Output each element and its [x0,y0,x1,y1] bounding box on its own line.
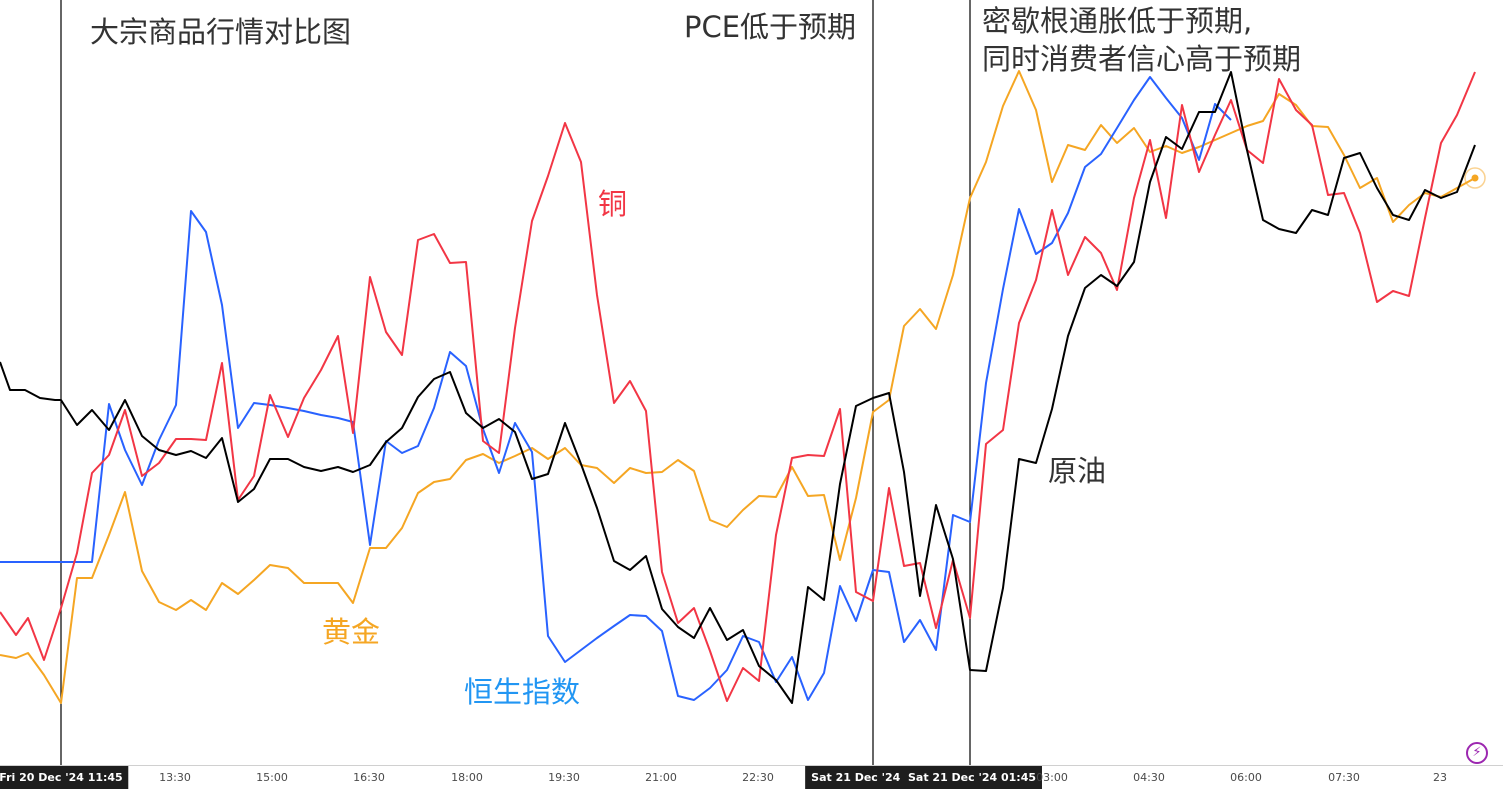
x-tick-label: Sat 21 Dec '24 0( [805,766,923,789]
x-tick-label: 06:00 [1230,771,1262,784]
series-line-3 [0,71,1476,704]
series-label-copper: 铜 [598,187,628,221]
x-tick-label: 03:00 [1036,771,1068,784]
x-tick-label: Sat 21 Dec '24 01:45 [901,766,1043,789]
last-price-marker-halo [1464,167,1486,189]
x-tick-label: 13:30 [159,771,191,784]
x-tick-label: Fri 20 Dec '24 11:45 [0,766,129,789]
series-label-crude-oil: 原油 [1048,454,1107,488]
x-tick-label: 16:30 [353,771,385,784]
x-tick-label: 04:30 [1133,771,1165,784]
annotation-michigan-line2: 同时消费者信心高于预期 [982,42,1302,76]
x-tick-label: 19:30 [548,771,580,784]
last-price-marker [1471,174,1479,182]
x-tick-label: 22:30 [742,771,774,784]
x-tick-label: 15:00 [256,771,288,784]
x-tick-label: 23 [1433,771,1447,784]
annotation-michigan-line1: 密歇根通胀低于预期, [982,4,1253,38]
x-tick-label: 21:00 [645,771,677,784]
x-tick-label: 18:00 [451,771,483,784]
event-marker-lines [60,0,971,765]
series-label-hang-seng: 恒生指数 [464,675,581,709]
chart-title: 大宗商品行情对比图 [90,15,352,49]
annotation-pce: PCE低于预期 [684,10,857,44]
series-label-gold: 黄金 [322,615,381,649]
time-axis[interactable]: Fri 20 Dec '24 11:45 13:30 15:00 16:30 1… [0,765,1503,789]
series-line-0 [0,71,1476,702]
lightning-icon[interactable]: ⚡ [1466,742,1488,764]
series-line-1 [0,70,1476,704]
series-line-2 [0,76,1232,701]
x-tick-label: 07:30 [1328,771,1360,784]
series-layer [0,70,1476,704]
